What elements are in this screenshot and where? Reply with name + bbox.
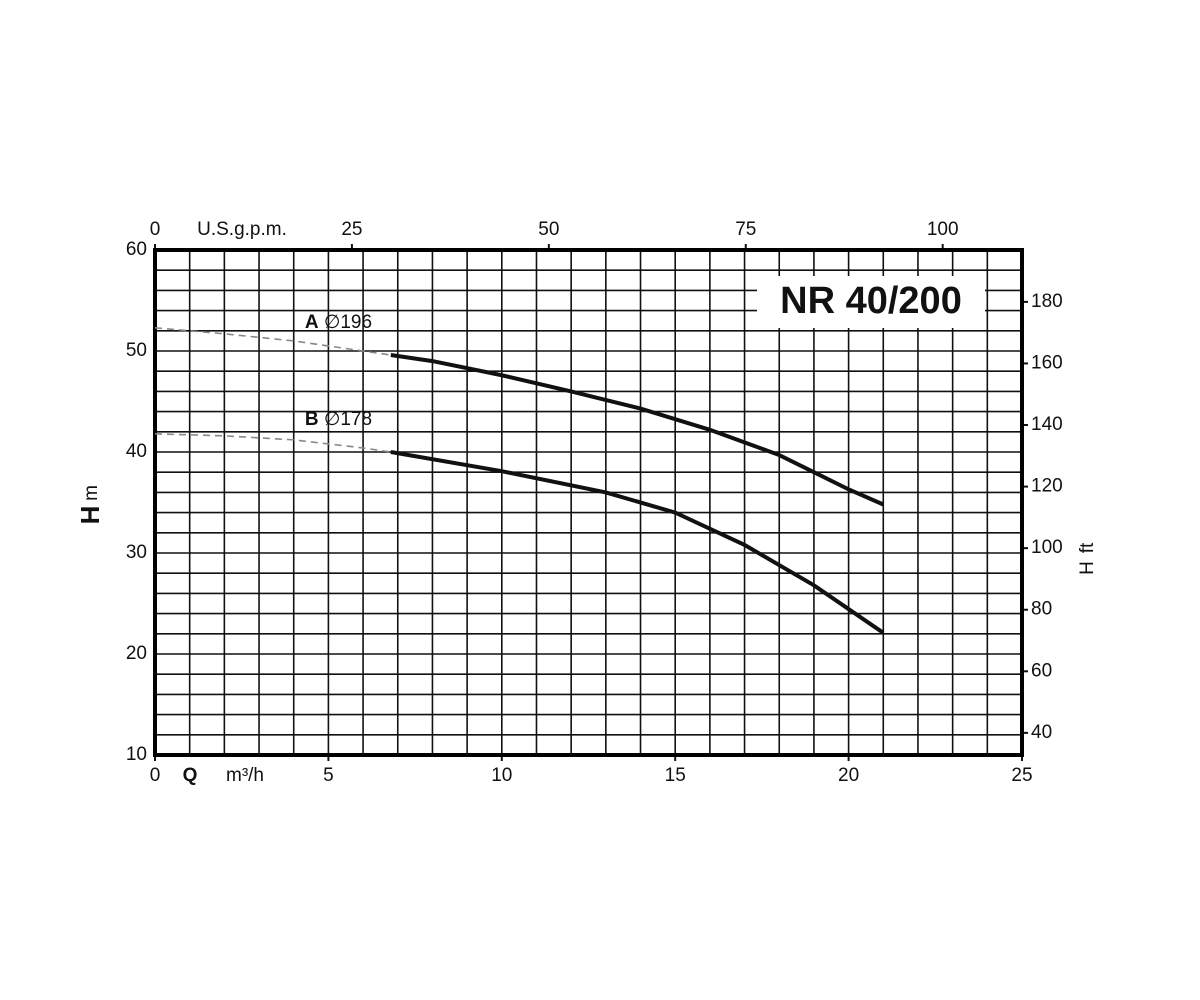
x-tick-label: 15 bbox=[665, 765, 686, 786]
x-tick-label: 5 bbox=[323, 765, 334, 786]
y-tick-label: 30 bbox=[126, 542, 147, 563]
curve-label: ∅196 bbox=[324, 312, 372, 333]
y-axis-symbol: H bbox=[75, 506, 105, 525]
chart-title: NR 40/200 bbox=[780, 280, 962, 322]
x2-axis-label: U.S.g.p.m. bbox=[197, 219, 287, 240]
curve-label: ∅178 bbox=[324, 409, 372, 430]
title-box bbox=[757, 276, 985, 328]
y2-tick-label: 160 bbox=[1031, 352, 1063, 373]
curve-name: B bbox=[305, 409, 319, 430]
x-tick-label: 20 bbox=[838, 765, 859, 786]
y-tick-label: 10 bbox=[126, 744, 147, 765]
y2-axis-symbol: H bbox=[1077, 561, 1098, 575]
curve-solid bbox=[390, 353, 885, 507]
x2-tick-label: 50 bbox=[538, 219, 559, 240]
x2-tick-label: 0 bbox=[150, 219, 161, 240]
y2-tick-label: 140 bbox=[1031, 414, 1063, 435]
curve-solid bbox=[390, 450, 885, 635]
y2-tick-label: 120 bbox=[1031, 476, 1063, 497]
y2-axis-unit: ft bbox=[1077, 542, 1098, 553]
curve-name: A bbox=[305, 312, 319, 333]
y2-tick-label: 60 bbox=[1031, 660, 1052, 681]
x-tick-label: 10 bbox=[491, 765, 512, 786]
plot-frame bbox=[153, 248, 1024, 757]
y2-tick-label: 40 bbox=[1031, 722, 1052, 743]
x2-tick-label: 25 bbox=[341, 219, 362, 240]
y2-tick-label: 80 bbox=[1031, 599, 1052, 620]
x2-tick-label: 75 bbox=[735, 219, 756, 240]
curve-dashed bbox=[154, 326, 391, 356]
y-tick-label: 60 bbox=[126, 239, 147, 260]
y2-tick-label: 100 bbox=[1031, 537, 1063, 558]
x-axis-symbol: Q bbox=[183, 765, 198, 786]
x-tick-label: 0 bbox=[150, 765, 161, 786]
x-axis-unit: m³/h bbox=[226, 765, 264, 786]
y-tick-label: 40 bbox=[126, 441, 147, 462]
y-axis-label: H m bbox=[75, 485, 105, 524]
curve-dashed bbox=[154, 433, 391, 453]
y2-axis-label: H ft bbox=[1077, 542, 1098, 575]
x2-tick-label: 100 bbox=[927, 219, 959, 240]
y-tick-label: 50 bbox=[126, 340, 147, 361]
y-axis-unit: m bbox=[81, 485, 102, 501]
y-tick-label: 20 bbox=[126, 643, 147, 664]
y2-tick-label: 180 bbox=[1031, 291, 1063, 312]
x-tick-label: 25 bbox=[1011, 765, 1032, 786]
